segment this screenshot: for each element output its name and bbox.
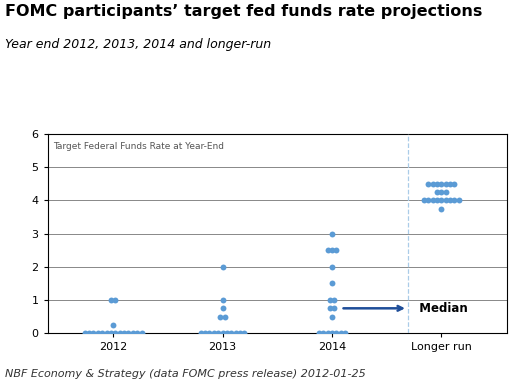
Point	[428, 197, 437, 203]
Point	[437, 197, 446, 203]
Point	[328, 330, 336, 336]
Point	[218, 330, 227, 336]
Point	[227, 330, 235, 336]
Text: Year end 2012, 2013, 2014 and longer-run: Year end 2012, 2013, 2014 and longer-run	[5, 38, 271, 51]
Point	[330, 297, 338, 303]
Point	[315, 330, 323, 336]
Point	[437, 206, 446, 212]
Point	[107, 330, 115, 336]
Point	[89, 330, 98, 336]
Text: Target Federal Funds Rate at Year-End: Target Federal Funds Rate at Year-End	[53, 142, 224, 151]
Point	[201, 330, 209, 336]
Point	[328, 247, 336, 253]
Point	[328, 264, 336, 270]
Point	[341, 330, 349, 336]
Point	[218, 264, 227, 270]
Point	[218, 297, 227, 303]
Point	[210, 330, 218, 336]
Point	[196, 330, 205, 336]
Point	[328, 280, 336, 286]
Point	[111, 297, 119, 303]
Point	[325, 305, 334, 311]
Point	[221, 314, 229, 320]
Point	[450, 197, 459, 203]
Point	[441, 197, 450, 203]
Point	[236, 330, 244, 336]
Point	[129, 330, 137, 336]
Point	[218, 305, 227, 311]
Point	[323, 330, 332, 336]
Point	[137, 330, 146, 336]
Point	[446, 197, 454, 203]
Point	[432, 189, 441, 195]
Point	[240, 330, 249, 336]
Point	[437, 189, 446, 195]
Point	[102, 330, 111, 336]
Point	[107, 297, 115, 303]
Point	[319, 330, 327, 336]
Point	[109, 322, 117, 328]
Point	[124, 330, 133, 336]
Text: Median: Median	[343, 302, 467, 315]
Point	[214, 330, 222, 336]
Text: FOMC participants’ target fed funds rate projections: FOMC participants’ target fed funds rate…	[5, 4, 483, 19]
Point	[325, 297, 334, 303]
Point	[330, 305, 338, 311]
Point	[323, 247, 332, 253]
Point	[332, 247, 341, 253]
Point	[231, 330, 240, 336]
Point	[446, 181, 454, 187]
Point	[437, 181, 446, 187]
Point	[455, 197, 463, 203]
Text: NBF Economy & Strategy (data FOMC press release) 2012-01-25: NBF Economy & Strategy (data FOMC press …	[5, 369, 366, 379]
Point	[432, 181, 441, 187]
Point	[328, 231, 336, 237]
Point	[441, 181, 450, 187]
Point	[116, 330, 124, 336]
Point	[424, 197, 432, 203]
Point	[93, 330, 102, 336]
Point	[328, 314, 336, 320]
Point	[424, 181, 432, 187]
Point	[432, 197, 441, 203]
Point	[428, 181, 437, 187]
Point	[205, 330, 214, 336]
Point	[85, 330, 93, 336]
Point	[332, 330, 341, 336]
Point	[420, 197, 428, 203]
Point	[120, 330, 128, 336]
Point	[80, 330, 89, 336]
Point	[216, 314, 224, 320]
Point	[450, 181, 459, 187]
Point	[111, 330, 119, 336]
Point	[223, 330, 231, 336]
Point	[98, 330, 107, 336]
Point	[133, 330, 142, 336]
Point	[441, 189, 450, 195]
Point	[336, 330, 345, 336]
